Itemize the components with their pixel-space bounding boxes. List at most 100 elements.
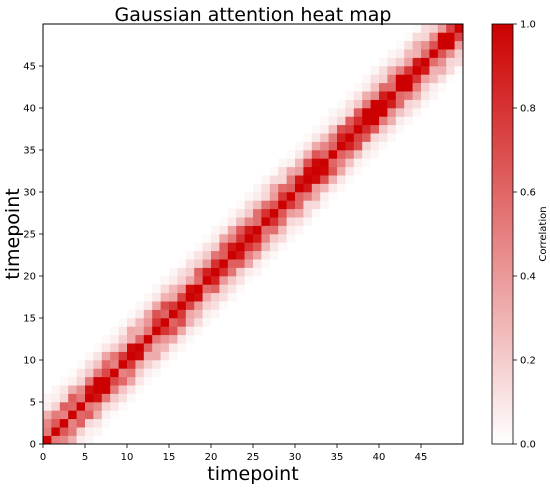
heatmap-cell (177, 267, 187, 277)
heatmap-cell (227, 284, 237, 294)
heatmap-cell (286, 217, 296, 226)
heatmap-cell (185, 334, 195, 344)
heatmap-cell (404, 108, 413, 117)
heatmap-cell (362, 150, 371, 159)
heatmap-cell (185, 259, 195, 268)
heatmap-cell (362, 82, 371, 92)
heatmap-cell (269, 208, 279, 218)
heatmap-cell (85, 351, 94, 361)
heatmap-cell (211, 292, 220, 302)
heatmap-cell (454, 24, 464, 33)
heatmap-cell (370, 116, 380, 126)
heatmap-cell (303, 208, 313, 218)
heatmap-cell (370, 74, 380, 84)
heatmap-cell (76, 385, 86, 394)
heatmap-cell (177, 318, 187, 327)
heatmap-cell (446, 66, 455, 75)
heatmap-cell (185, 267, 195, 277)
heatmap-cell (118, 402, 128, 411)
heatmap-cell (101, 368, 111, 378)
heatmap-cell (227, 292, 237, 302)
heatmap-cell (135, 343, 145, 352)
y-tick-label: 30 (23, 188, 36, 199)
heatmap-cell (328, 192, 338, 201)
heatmap-cell (177, 284, 187, 294)
heatmap-cell (93, 351, 103, 361)
heatmap-cell (429, 74, 439, 84)
heatmap-cell (253, 192, 262, 201)
heatmap-cell (404, 57, 413, 67)
heatmap-cell (379, 91, 388, 100)
heatmap-cell (303, 217, 313, 226)
heatmap-cell (337, 166, 346, 176)
heatmap-cell (412, 108, 422, 117)
heatmap-cell (236, 267, 245, 277)
heatmap-cell (320, 150, 329, 159)
heatmap-cell (219, 259, 229, 268)
heatmap-cell (160, 276, 170, 285)
heatmap-cell (320, 183, 329, 193)
heatmap-cell (311, 166, 321, 176)
heatmap-cell (253, 259, 262, 268)
heatmap-cell (311, 124, 321, 134)
x-axis: 0 5 10 15 20 25 30 35 40 45 (40, 444, 427, 463)
heatmap-cell (127, 385, 136, 394)
heatmap-cell (244, 192, 254, 201)
heatmap-cell (395, 99, 405, 109)
heatmap-cell (152, 360, 161, 369)
heatmap-cell (85, 435, 94, 445)
heatmap-cell (211, 309, 220, 319)
heatmap-cell (362, 141, 371, 151)
heatmap-cell (76, 376, 86, 386)
heatmap-cell (160, 318, 170, 327)
heatmap-cell (437, 74, 447, 84)
heatmap-cell (328, 158, 338, 168)
heatmap-cell (269, 234, 279, 243)
heatmap-cell (110, 410, 119, 420)
heatmap-cell (454, 40, 464, 50)
heatmap-cell (143, 292, 153, 302)
heatmap-cell (59, 402, 69, 411)
heatmap-cell (51, 393, 61, 403)
heatmap-cell (353, 158, 363, 168)
heatmap-cell (328, 116, 338, 126)
heatmap-cell (211, 250, 220, 260)
x-tick-label: 25 (247, 452, 260, 463)
heatmap-cell (370, 124, 380, 134)
x-tick-label: 30 (289, 452, 302, 463)
heatmap-cell (93, 402, 103, 411)
heatmap-cell (303, 158, 313, 168)
heatmap-cell (135, 309, 145, 319)
heatmap-cell (59, 393, 69, 403)
heatmap-cell (59, 435, 69, 445)
heatmap-cell (110, 385, 119, 394)
colorbar-tick-label: 0.2 (520, 356, 536, 367)
heatmap-cell (160, 343, 170, 352)
heatmap-cell (311, 141, 321, 151)
heatmap-cell (51, 427, 61, 436)
heatmap-cell (278, 242, 287, 252)
heatmap-cell (429, 49, 439, 58)
heatmap-cell (110, 351, 119, 361)
heatmap-cell (110, 402, 119, 411)
heatmap-cell (320, 116, 329, 126)
heatmap-cell (286, 208, 296, 218)
heatmap-cell (202, 234, 212, 243)
heatmap-cell (261, 200, 271, 210)
heatmap-cell (51, 418, 61, 428)
heatmap-cell (278, 192, 287, 201)
heatmap-cell (278, 208, 287, 218)
heatmap-cell (379, 99, 388, 109)
heatmap-cell (387, 124, 397, 134)
heatmap-cell (362, 91, 371, 100)
heatmap-cell (110, 360, 119, 369)
heatmap-cell (404, 32, 413, 42)
heatmap-cell (143, 351, 153, 361)
heatmap-cell (135, 360, 145, 369)
heatmap-cell (194, 259, 203, 268)
heatmap-cell (202, 301, 212, 310)
heatmap-cell (429, 82, 439, 92)
heatmap-cell (76, 402, 86, 411)
chart-title: Gaussian attention heat map (115, 4, 392, 26)
heatmap-cell (160, 284, 170, 294)
